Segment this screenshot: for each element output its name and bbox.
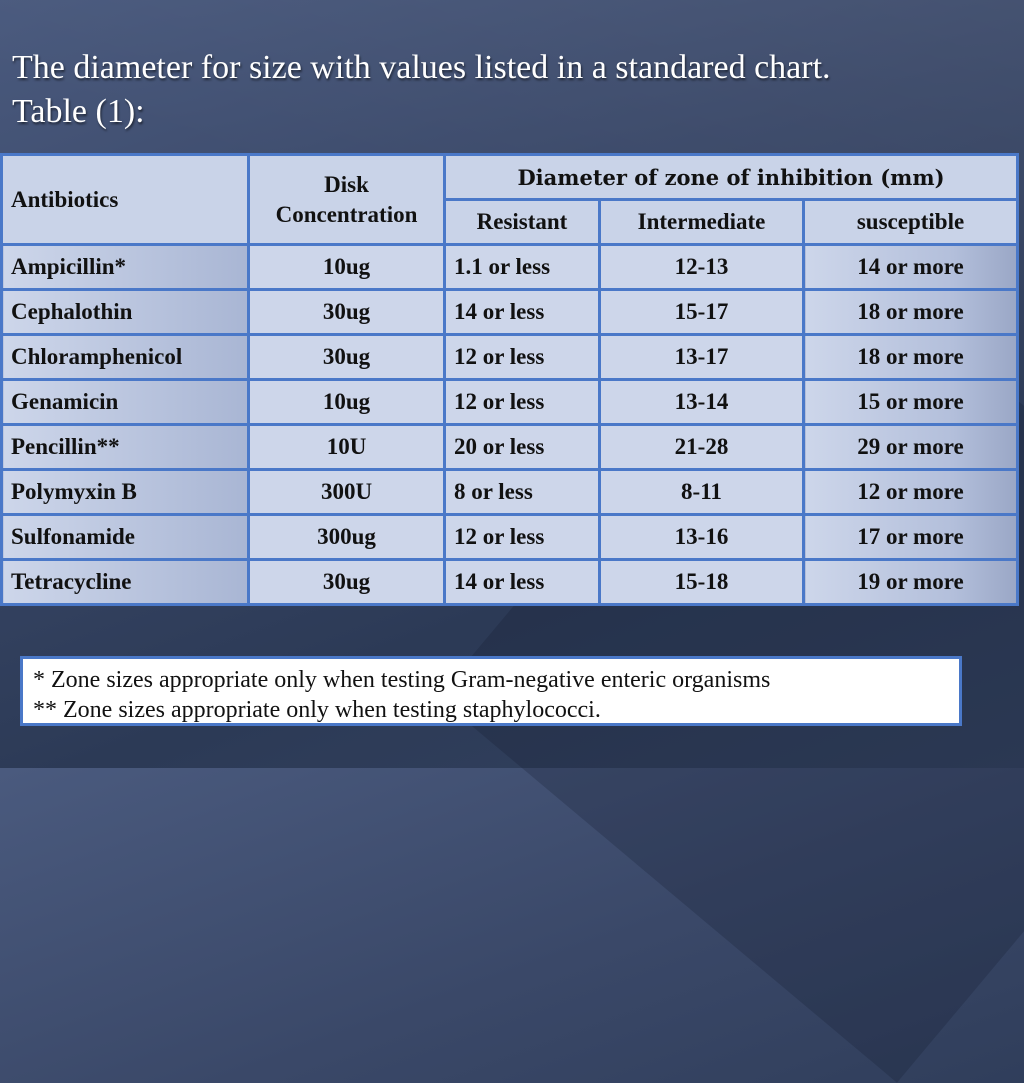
cell-disk: 300U: [247, 468, 446, 516]
header-disk-line2: Concentration: [275, 201, 418, 227]
cell-intermediate: 21-28: [598, 423, 805, 471]
header-intermediate: Intermediate: [598, 198, 805, 246]
heading-line-2: Table (1):: [12, 93, 145, 130]
footnote-line-2: ** Zone sizes appropriate only when test…: [33, 697, 601, 723]
cell-antibiotic: Sulfonamide: [0, 513, 250, 561]
cell-susceptible: 17 or more: [801, 513, 1020, 561]
cell-disk: 300ug: [247, 513, 446, 561]
table-row: Tetracycline 30ug 14 or less 15-18 19 or…: [0, 558, 1020, 606]
cell-antibiotic: Tetracycline: [0, 558, 250, 606]
cell-resistant: 20 or less: [443, 423, 601, 471]
cell-intermediate: 12-13: [598, 243, 805, 291]
header-disk-line1: Disk: [324, 171, 369, 197]
cell-antibiotic: Cephalothin: [0, 288, 250, 336]
cell-antibiotic: Genamicin: [0, 378, 250, 426]
cell-resistant: 8 or less: [443, 468, 601, 516]
header-resistant: Resistant: [443, 198, 601, 246]
table-row: Polymyxin B 300U 8 or less 8-11 12 or mo…: [0, 468, 1020, 516]
cell-susceptible: 18 or more: [801, 288, 1020, 336]
cell-resistant: 14 or less: [443, 288, 601, 336]
footnote-box: * Zone sizes appropriate only when testi…: [20, 656, 962, 726]
table-row: Ampicillin* 10ug 1.1 or less 12-13 14 or…: [0, 243, 1020, 291]
table-row: Chloramphenicol 30ug 12 or less 13-17 18…: [0, 333, 1020, 381]
cell-intermediate: 15-18: [598, 558, 805, 606]
cell-intermediate: 13-14: [598, 378, 805, 426]
cell-disk: 10ug: [247, 243, 446, 291]
cell-susceptible: 18 or more: [801, 333, 1020, 381]
table-row: Sulfonamide 300ug 12 or less 13-16 17 or…: [0, 513, 1020, 561]
cell-susceptible: 14 or more: [801, 243, 1020, 291]
header-diameter: Diameter of zone of inhibition (mm): [442, 153, 1020, 201]
cell-intermediate: 13-17: [598, 333, 805, 381]
cell-antibiotic: Ampicillin*: [0, 243, 250, 291]
header-antibiotics: Antibiotics: [0, 153, 250, 246]
cell-resistant: 12 or less: [443, 378, 601, 426]
cell-resistant: 1.1 or less: [443, 243, 601, 291]
cell-susceptible: 15 or more: [801, 378, 1020, 426]
cell-disk: 30ug: [247, 558, 446, 606]
antibiotics-table: Antibiotics Disk Concentration Diameter …: [0, 153, 1020, 606]
cell-antibiotic: Chloramphenicol: [0, 333, 250, 381]
cell-resistant: 12 or less: [443, 513, 601, 561]
table-row: Pencillin** 10U 20 or less 21-28 29 or m…: [0, 423, 1020, 471]
cell-disk: 30ug: [247, 333, 446, 381]
heading-line-1: The diameter for size with values listed…: [12, 49, 831, 86]
cell-intermediate: 8-11: [598, 468, 805, 516]
footnote-line-1: * Zone sizes appropriate only when testi…: [33, 667, 771, 693]
cell-antibiotic: Pencillin**: [0, 423, 250, 471]
slide-heading: The diameter for size with values listed…: [12, 46, 1012, 134]
table-row: Cephalothin 30ug 14 or less 15-17 18 or …: [0, 288, 1020, 336]
cell-intermediate: 15-17: [598, 288, 805, 336]
cell-resistant: 12 or less: [443, 333, 601, 381]
cell-susceptible: 19 or more: [801, 558, 1020, 606]
cell-disk: 10U: [247, 423, 446, 471]
header-disk-concentration: Disk Concentration: [247, 153, 446, 246]
header-susceptible: susceptible: [801, 198, 1020, 246]
cell-disk: 30ug: [247, 288, 446, 336]
cell-antibiotic: Polymyxin B: [0, 468, 250, 516]
cell-disk: 10ug: [247, 378, 446, 426]
cell-susceptible: 29 or more: [801, 423, 1020, 471]
table-row: Genamicin 10ug 12 or less 13-14 15 or mo…: [0, 378, 1020, 426]
cell-susceptible: 12 or more: [801, 468, 1020, 516]
cell-intermediate: 13-16: [598, 513, 805, 561]
cell-resistant: 14 or less: [443, 558, 601, 606]
